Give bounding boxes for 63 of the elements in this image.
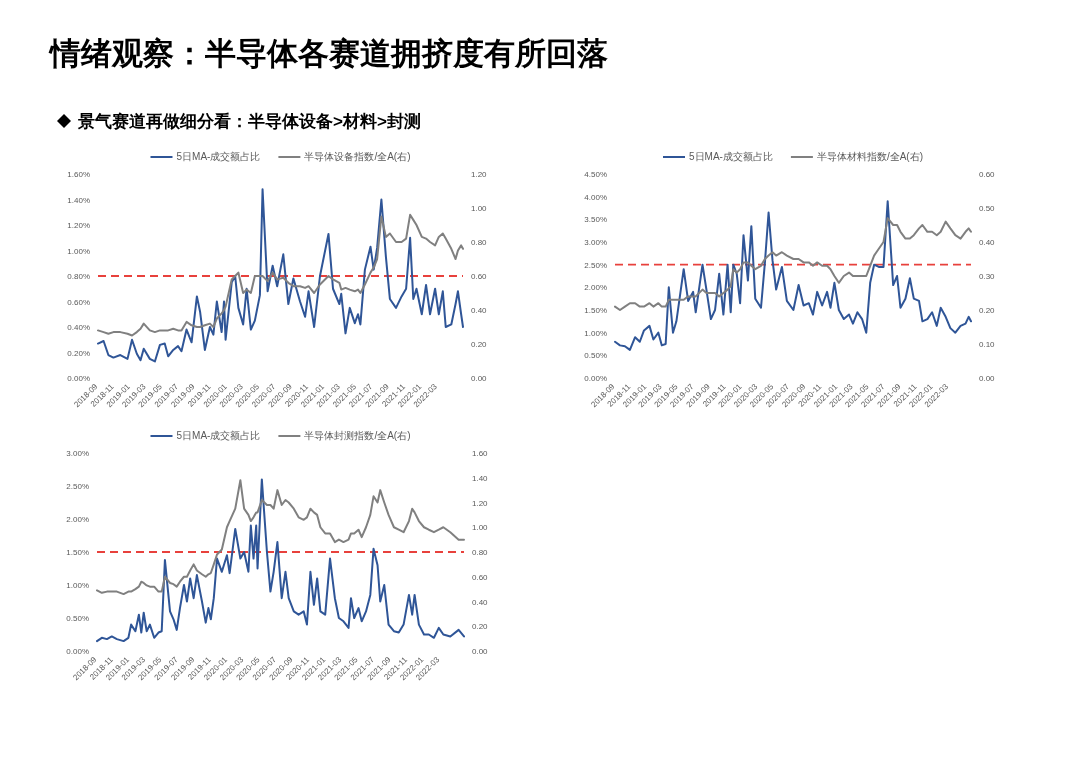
y-tick-label: 1.00% xyxy=(66,581,89,590)
y2-tick-label: 0.50 xyxy=(979,204,996,213)
legend-label: 5日MA-成交额占比 xyxy=(688,151,773,162)
y2-tick-label: 0.80 xyxy=(472,548,489,557)
y-tick-label: 1.20% xyxy=(67,221,90,230)
y-tick-label: 4.50% xyxy=(584,170,607,179)
y-tick-label: 1.50% xyxy=(66,548,89,557)
y2-tick-label: 0.30 xyxy=(979,272,996,281)
y-tick-label: 0.80% xyxy=(67,272,90,281)
line-series xyxy=(96,478,465,643)
legend-label: 5日MA-成交额占比 xyxy=(176,151,261,162)
y2-tick-label: 0.60 xyxy=(471,272,488,281)
legend-label: 半导体材料指数/全A(右) xyxy=(816,151,924,162)
y-tick-label: 0.50% xyxy=(66,614,89,623)
y2-tick-label: 0.10 xyxy=(979,340,996,349)
y-tick-label: 0.40% xyxy=(67,323,90,332)
line-series xyxy=(97,188,464,363)
y-tick-label: 2.00% xyxy=(584,283,607,293)
y2-tick-label: 0.20 xyxy=(471,340,488,349)
line-series xyxy=(614,217,972,311)
y-tick-label: 0.20% xyxy=(67,348,90,358)
y-tick-label: 0.60% xyxy=(67,297,90,307)
y-tick-label: 1.40% xyxy=(67,195,90,205)
y2-tick-label: 0.60 xyxy=(472,572,489,582)
y-tick-label: 1.00% xyxy=(67,246,90,256)
y2-tick-label: 1.20 xyxy=(472,498,489,508)
line-series xyxy=(614,200,972,351)
chart-title: 情绪观察：半导体各赛道拥挤度有所回落 xyxy=(48,36,608,71)
y2-tick-label: 0.60 xyxy=(979,170,996,179)
y2-tick-label: 0.80 xyxy=(471,238,488,247)
y-tick-label: 1.60% xyxy=(67,170,90,179)
y2-tick-label: 0.40 xyxy=(472,597,489,607)
y-tick-label: 3.50% xyxy=(584,215,607,225)
y2-tick-label: 0.00 xyxy=(979,374,996,383)
y2-tick-label: 1.60 xyxy=(472,449,489,458)
line-series xyxy=(97,213,464,337)
legend-label: 半导体设备指数/全A(右) xyxy=(304,151,411,162)
y-tick-label: 2.00% xyxy=(66,515,89,524)
y2-tick-label: 0.00 xyxy=(471,374,488,383)
y-tick-label: 1.50% xyxy=(584,306,607,315)
y2-tick-label: 0.20 xyxy=(472,622,489,632)
y2-tick-label: 0.40 xyxy=(979,238,996,247)
y2-tick-label: 0.40 xyxy=(471,306,488,315)
y-tick-label: 0.00% xyxy=(584,374,607,383)
line-series xyxy=(96,479,465,596)
y-tick-label: 4.00% xyxy=(584,192,607,202)
y-tick-label: 2.50% xyxy=(66,482,89,491)
y-tick-label: 0.00% xyxy=(67,374,90,383)
y-tick-label: 0.00% xyxy=(66,647,89,656)
y-tick-label: 3.00% xyxy=(66,449,89,458)
y2-tick-label: 1.00 xyxy=(471,204,488,213)
y2-tick-label: 1.20 xyxy=(471,170,488,179)
y-tick-label: 0.50% xyxy=(584,351,607,361)
y-tick-label: 1.00% xyxy=(584,328,607,338)
y2-tick-label: 0.00 xyxy=(472,647,489,656)
y2-tick-label: 1.40 xyxy=(472,473,489,483)
legend-label: 5日MA-成交额占比 xyxy=(176,430,261,441)
y-tick-label: 2.50% xyxy=(584,260,607,270)
chart-subtitle: 景气赛道再做细分看：半导体设备>材料>封测 xyxy=(77,112,421,131)
legend-label: 半导体封测指数/全A(右) xyxy=(304,430,411,441)
y2-tick-label: 1.00 xyxy=(472,523,489,533)
y2-tick-label: 0.20 xyxy=(979,306,996,315)
y-tick-label: 3.00% xyxy=(584,238,607,247)
